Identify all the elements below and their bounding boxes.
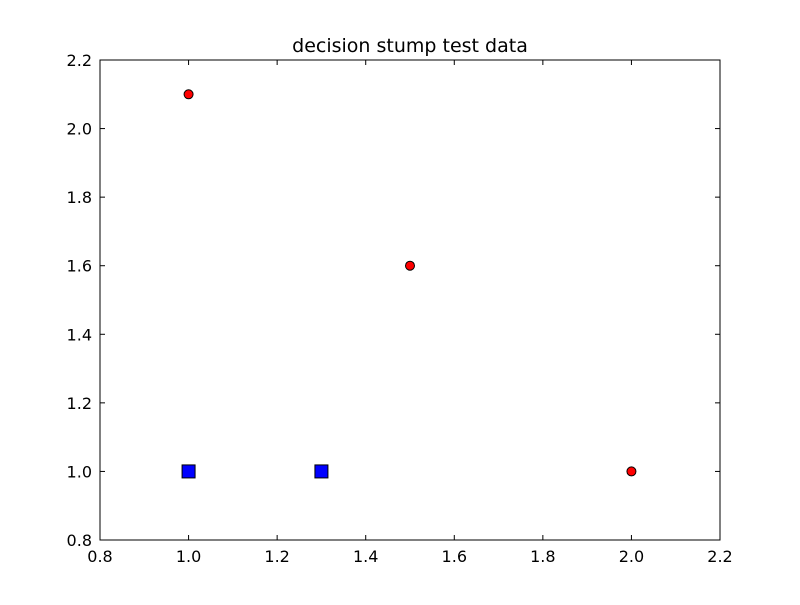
y-tick-label: 1.4 [67,325,92,344]
y-tick-label: 1.6 [67,257,92,276]
y-tick-label: 2.2 [67,51,92,70]
circle-marker [626,466,637,477]
y-tick-label: 1.8 [67,188,92,207]
x-tick-label: 2.2 [707,547,732,566]
square-marker [181,464,196,479]
square-marker [314,464,329,479]
plot-frame [99,59,721,541]
x-tick-label: 2.0 [619,547,644,566]
x-tick-label: 1.8 [530,547,555,566]
data-markers [181,89,637,479]
x-tick-label: 1.0 [176,547,201,566]
circle-marker [183,89,194,100]
x-tick-label: 1.4 [353,547,378,566]
x-tick-label: 0.8 [87,547,112,566]
x-tick-label: 1.2 [264,547,289,566]
axis-ticks: 0.8 1.0 1.2 1.4 1.6 1.8 2.0 2.2 0.8 1.0 1.2 1.4 1.6 1… [67,51,733,566]
y-tick-label: 1.2 [67,394,92,413]
y-tick-label: 2.0 [67,120,92,139]
y-tick-label: 1.0 [67,462,92,481]
y-tick-label: 0.8 [67,531,92,550]
chart-title: decision stump test data [292,35,528,57]
circle-marker [405,260,415,271]
x-tick-label: 1.6 [442,547,467,566]
